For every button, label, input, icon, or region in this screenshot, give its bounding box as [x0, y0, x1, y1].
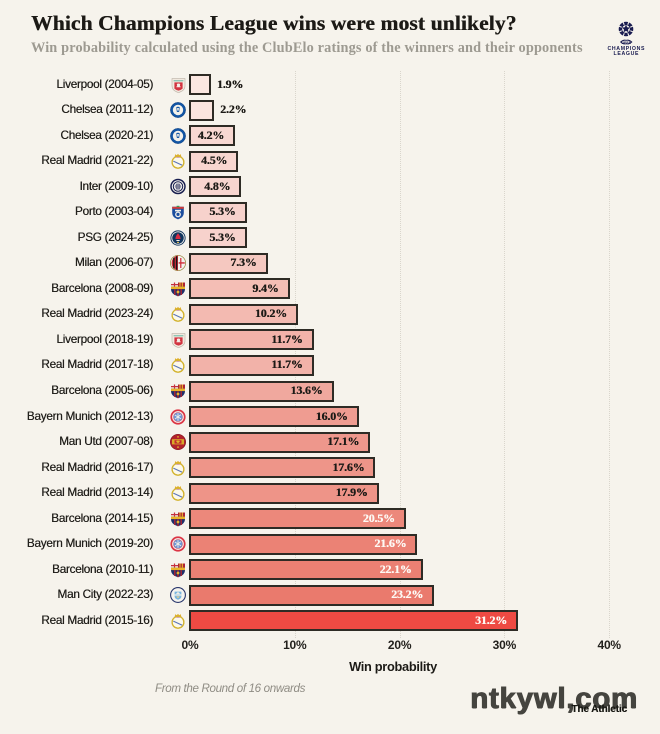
svg-text:UEFA: UEFA	[621, 41, 631, 45]
svg-text:CHAMPIONS: CHAMPIONS	[608, 46, 646, 52]
svg-text:LEAGUE: LEAGUE	[614, 51, 640, 57]
